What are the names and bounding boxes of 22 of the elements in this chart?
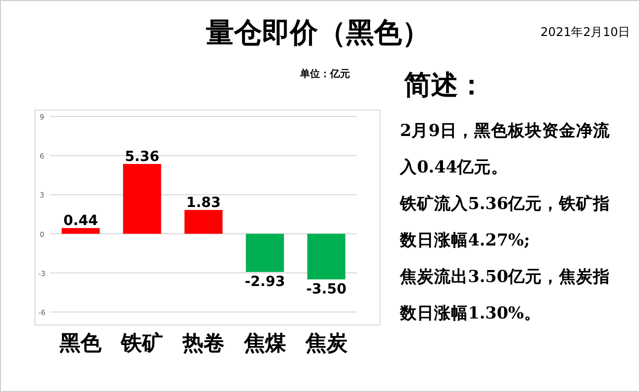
text: 2月9日，黑色板块资金净流入0.44亿元。	[399, 121, 611, 176]
data-label: 1.83	[186, 194, 221, 211]
chart-subtitle: 单位：亿元	[299, 68, 350, 80]
chart-title: 量仓即价（黑色）	[205, 16, 430, 49]
text: 2021年2月10日	[540, 25, 630, 39]
text: 焦炭流出3.50亿元，焦炭指数日涨幅1.30%。	[399, 267, 610, 322]
text: 铁矿流入5.36亿元，铁矿指数日涨幅4.27%;	[399, 194, 610, 250]
text: 简述：	[403, 70, 485, 101]
bar	[307, 234, 346, 280]
data-label: -3.50	[306, 281, 347, 298]
bar	[184, 210, 223, 234]
x-tick-label: 焦炭	[304, 330, 348, 355]
data-label: -2.93	[244, 274, 286, 290]
bar	[62, 228, 100, 234]
bar	[123, 164, 162, 234]
bar	[246, 234, 284, 272]
x-tick-label: 热卷	[182, 330, 224, 355]
x-tick-label: 黑色	[58, 330, 103, 355]
x-tick-label: 焦煤	[242, 330, 287, 355]
x-tick-label: 铁矿	[120, 330, 164, 355]
data-label: 5.36	[124, 148, 160, 165]
data-label: 0.44	[63, 213, 98, 230]
